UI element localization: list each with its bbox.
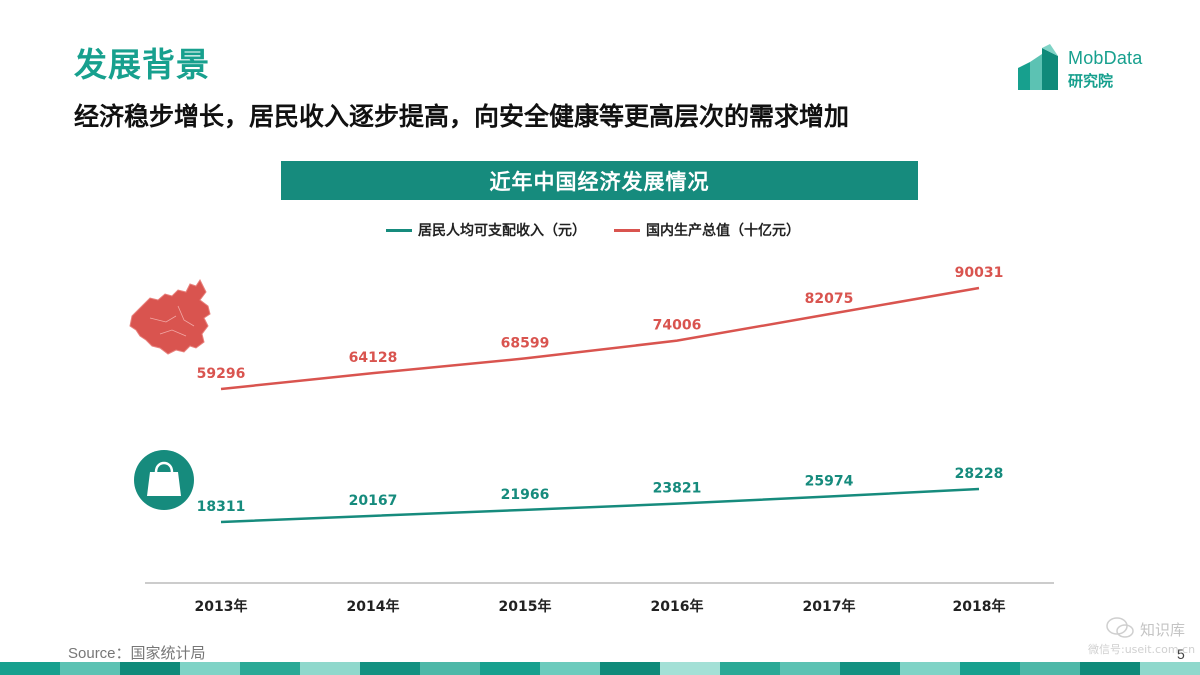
legend-swatch-gdp [614, 228, 640, 232]
footer-stripe [0, 662, 1200, 675]
x-tick-label: 2013年 [195, 598, 248, 615]
page-number: 5 [1177, 646, 1185, 662]
data-label-gdp: 59296 [197, 366, 246, 382]
data-label-gdp: 74006 [653, 318, 702, 334]
footer-stripe-segment [480, 662, 540, 675]
legend-swatch-income [386, 228, 412, 232]
x-tick-label: 2018年 [953, 598, 1006, 615]
data-label-income: 28228 [955, 466, 1004, 482]
x-tick-label: 2015年 [499, 598, 552, 615]
footer-stripe-segment [840, 662, 900, 675]
data-label-income: 20167 [349, 493, 398, 509]
footer-stripe-segment [360, 662, 420, 675]
data-label-income: 23821 [653, 481, 702, 497]
logo-name: MobData [1068, 48, 1143, 68]
data-label-income: 18311 [197, 499, 246, 515]
footer-stripe-segment [1020, 662, 1080, 675]
data-label-income: 21966 [501, 487, 550, 503]
footer-stripe-segment [600, 662, 660, 675]
page-title: 发展背景 [74, 45, 210, 84]
legend-label-income: 居民人均可支配收入（元） [418, 223, 586, 239]
legend-label-gdp: 国内生产总值（十亿元） [646, 223, 800, 239]
footer-stripe-segment [540, 662, 600, 675]
footer-stripe-segment [180, 662, 240, 675]
footer-stripe-segment [0, 662, 60, 675]
watermark-text: 知识库 [1140, 621, 1186, 639]
series-line-gdp [220, 286, 980, 391]
data-label-gdp: 82075 [805, 291, 854, 307]
chart-title: 近年中国经济发展情况 [281, 161, 918, 200]
watermark-account: 微信号:useit.com.cn [1088, 643, 1196, 656]
footer-stripe-segment [300, 662, 360, 675]
shopping-bag-icon [134, 450, 194, 510]
footer-stripe-segment [960, 662, 1020, 675]
footer-stripe-segment [120, 662, 180, 675]
x-tick-label: 2016年 [651, 598, 704, 615]
data-label-gdp: 64128 [349, 350, 398, 366]
footer-stripe-segment [60, 662, 120, 675]
x-tick-label: 2017年 [803, 598, 856, 615]
watermark: 知识库 微信号:useit.com.cn [1088, 615, 1198, 659]
buildings-logo-icon [1018, 44, 1058, 90]
china-map-icon [129, 279, 211, 355]
data-label-gdp: 90031 [955, 265, 1004, 281]
footer-stripe-segment [1140, 662, 1200, 675]
chart-legend: 居民人均可支配收入（元） 国内生产总值（十亿元） [386, 220, 800, 240]
footer-stripe-segment [420, 662, 480, 675]
footer-stripe-segment [1080, 662, 1140, 675]
legend-item-gdp: 国内生产总值（十亿元） [614, 220, 800, 240]
legend-item-income: 居民人均可支配收入（元） [386, 220, 586, 240]
footer-stripe-segment [900, 662, 960, 675]
series-line-income [220, 487, 980, 524]
page-subtitle: 经济稳步增长，居民收入逐步提高，向安全健康等更高层次的需求增加 [74, 102, 850, 131]
wechat-icon [1106, 617, 1134, 638]
x-tick-label: 2014年 [347, 598, 400, 615]
source-note: Source：国家统计局 [68, 645, 206, 662]
footer-stripe-segment [240, 662, 300, 675]
footer-stripe-segment [660, 662, 720, 675]
data-label-income: 25974 [805, 474, 854, 490]
footer-stripe-segment [780, 662, 840, 675]
logo-subtitle: 研究院 [1068, 72, 1114, 90]
footer-stripe-segment [720, 662, 780, 675]
data-label-gdp: 68599 [501, 335, 550, 351]
mobdata-logo: MobData 研究院 [1016, 44, 1166, 94]
